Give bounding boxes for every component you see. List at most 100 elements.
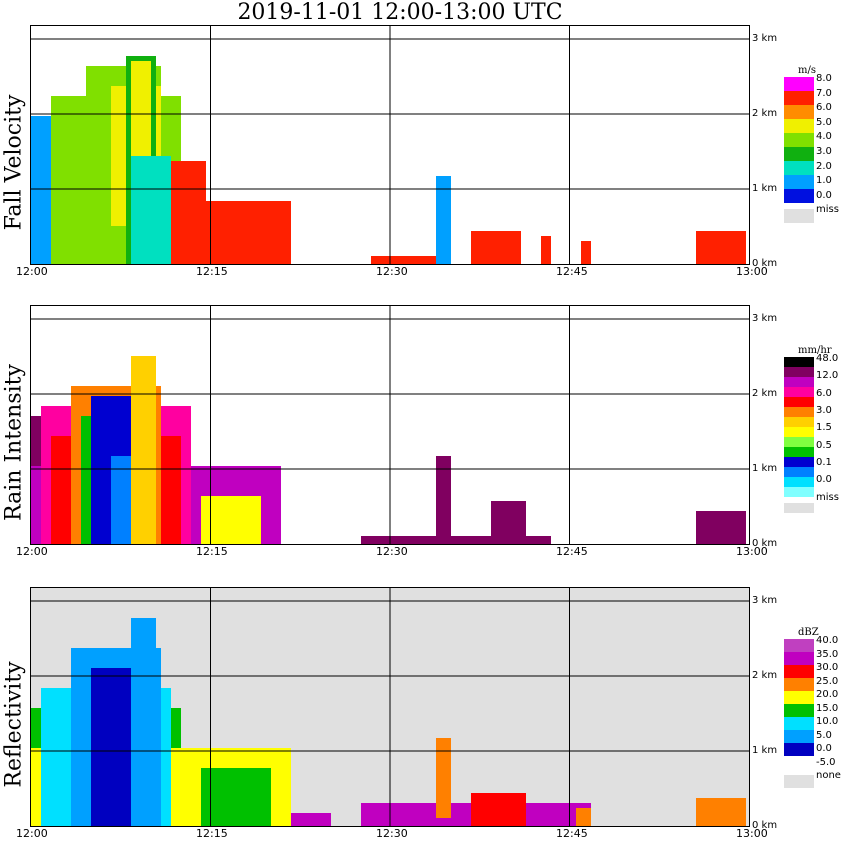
- echo-region: [131, 356, 156, 544]
- colorbar-label: 4.0: [816, 131, 832, 143]
- colorbar-label: 35.0: [816, 648, 839, 660]
- x-tick-label: 12:00: [16, 827, 48, 840]
- colorbar-swatch: [784, 77, 814, 91]
- colorbar-label: 8.0: [816, 73, 832, 84]
- colorbar-label: 0.1: [816, 457, 832, 468]
- colorbar-label: 7.0: [816, 87, 832, 99]
- fall-velocity-plot: [31, 26, 749, 264]
- colorbar-label: miss: [816, 491, 839, 503]
- colorbar-label: 1.0: [816, 175, 832, 187]
- colorbar-swatch: [784, 367, 814, 377]
- x-tick-label: 13:00: [736, 265, 768, 278]
- colorbar-swatch: [784, 189, 814, 203]
- colorbar-label: 0.0: [816, 743, 832, 755]
- x-tick-label: 12:00: [16, 545, 48, 558]
- panel-ylabel-fall-velocity: Fall Velocity: [1, 94, 27, 231]
- colorbar-swatch: [784, 119, 814, 133]
- colorbar-label: 6.0: [816, 102, 832, 114]
- echo-region: [171, 161, 206, 264]
- x-tick-label: 12:30: [376, 545, 408, 558]
- colorbar-label: 12.0: [816, 370, 839, 382]
- x-tick-label: 13:00: [736, 827, 768, 840]
- x-tick-label: 12:15: [196, 827, 228, 840]
- y-tick-label: 3 km: [752, 595, 778, 606]
- chart-title: 2019-11-01 12:00-13:00 UTC: [237, 0, 563, 25]
- colorbar-swatch: [784, 704, 814, 717]
- colorbar-label: 48.0: [816, 353, 839, 364]
- echo-region: [291, 813, 331, 826]
- y-tick-label: 2 km: [752, 670, 778, 681]
- colorbar-swatch: [784, 357, 814, 367]
- colorbar-swatch: [784, 209, 814, 223]
- colorbar-swatch: [784, 487, 814, 497]
- colorbar-swatch: [784, 397, 814, 407]
- echo-region: [361, 536, 551, 544]
- colorbar-swatch: [784, 457, 814, 467]
- colorbar-label: 5.0: [816, 729, 832, 741]
- y-tick-label: 1 km: [752, 183, 778, 194]
- echo-region: [471, 231, 521, 264]
- colorbar-swatch: [784, 407, 814, 417]
- colorbar-label: 15.0: [816, 702, 839, 714]
- colorbar-swatch: [784, 503, 814, 513]
- colorbar-swatch: [784, 717, 814, 730]
- colorbar-swatch: [784, 652, 814, 665]
- x-tick-label: 13:00: [736, 545, 768, 558]
- colorbar-label: 25.0: [816, 675, 839, 687]
- reflectivity-panel: [30, 587, 750, 827]
- fall-velocity-panel: [30, 25, 750, 265]
- y-tick-label: 3 km: [752, 313, 778, 324]
- echo-region: [436, 176, 451, 264]
- echo-region: [696, 798, 746, 826]
- x-tick-label: 12:30: [376, 827, 408, 840]
- y-tick-label: 0 km: [752, 538, 778, 549]
- colorbar-swatch: [784, 377, 814, 387]
- colorbar-swatch: [784, 447, 814, 457]
- colorbar-label: 5.0: [816, 116, 832, 128]
- echo-region: [131, 156, 171, 264]
- echo-region: [436, 738, 451, 818]
- colorbar-swatch: [784, 133, 814, 147]
- echo-region: [491, 501, 526, 544]
- rain-intensity-panel: [30, 305, 750, 545]
- echo-region: [131, 618, 156, 826]
- x-tick-label: 12:45: [556, 545, 588, 558]
- colorbar-unit: mm/hr: [798, 345, 832, 356]
- x-tick-label: 12:45: [556, 827, 588, 840]
- colorbar-swatch: [784, 147, 814, 161]
- echo-region: [436, 456, 451, 536]
- colorbar-swatch: [784, 743, 814, 756]
- colorbar-swatch: [784, 467, 814, 477]
- colorbar-swatch: [784, 775, 814, 788]
- y-tick-label: 1 km: [752, 745, 778, 756]
- colorbar-swatch: [784, 91, 814, 105]
- x-tick-label: 12:00: [16, 265, 48, 278]
- colorbar-unit: m/s: [798, 65, 816, 76]
- colorbar-label: 10.0: [816, 716, 839, 728]
- colorbar-swatch: [784, 417, 814, 427]
- colorbar-swatch: [784, 665, 814, 678]
- y-tick-label: 2 km: [752, 388, 778, 399]
- colorbar-label: miss: [816, 204, 839, 216]
- colorbar-label: 30.0: [816, 662, 839, 674]
- colorbar-swatch: [784, 161, 814, 175]
- colorbar-label: 6.0: [816, 387, 832, 399]
- colorbar-swatch: [784, 639, 814, 652]
- colorbar-swatch: [784, 477, 814, 487]
- colorbar-label: 0.0: [816, 189, 832, 201]
- colorbar-label: -5.0: [816, 756, 836, 768]
- echo-region: [371, 256, 451, 264]
- y-tick-label: 0 km: [752, 820, 778, 831]
- y-tick-label: 1 km: [752, 463, 778, 474]
- y-tick-label: 3 km: [752, 33, 778, 44]
- panel-ylabel-reflectivity: Reflectivity: [1, 661, 27, 788]
- x-tick-label: 12:45: [556, 265, 588, 278]
- colorbar-label: 20.0: [816, 689, 839, 701]
- colorbar-label: 0.0: [816, 474, 832, 486]
- colorbar-swatch: [784, 691, 814, 704]
- echo-region: [696, 511, 746, 544]
- panel-ylabel-rain-intensity: Rain Intensity: [1, 364, 27, 521]
- x-tick-label: 12:30: [376, 265, 408, 278]
- colorbar-swatch: [784, 427, 814, 437]
- colorbar-label: 2.0: [816, 160, 832, 172]
